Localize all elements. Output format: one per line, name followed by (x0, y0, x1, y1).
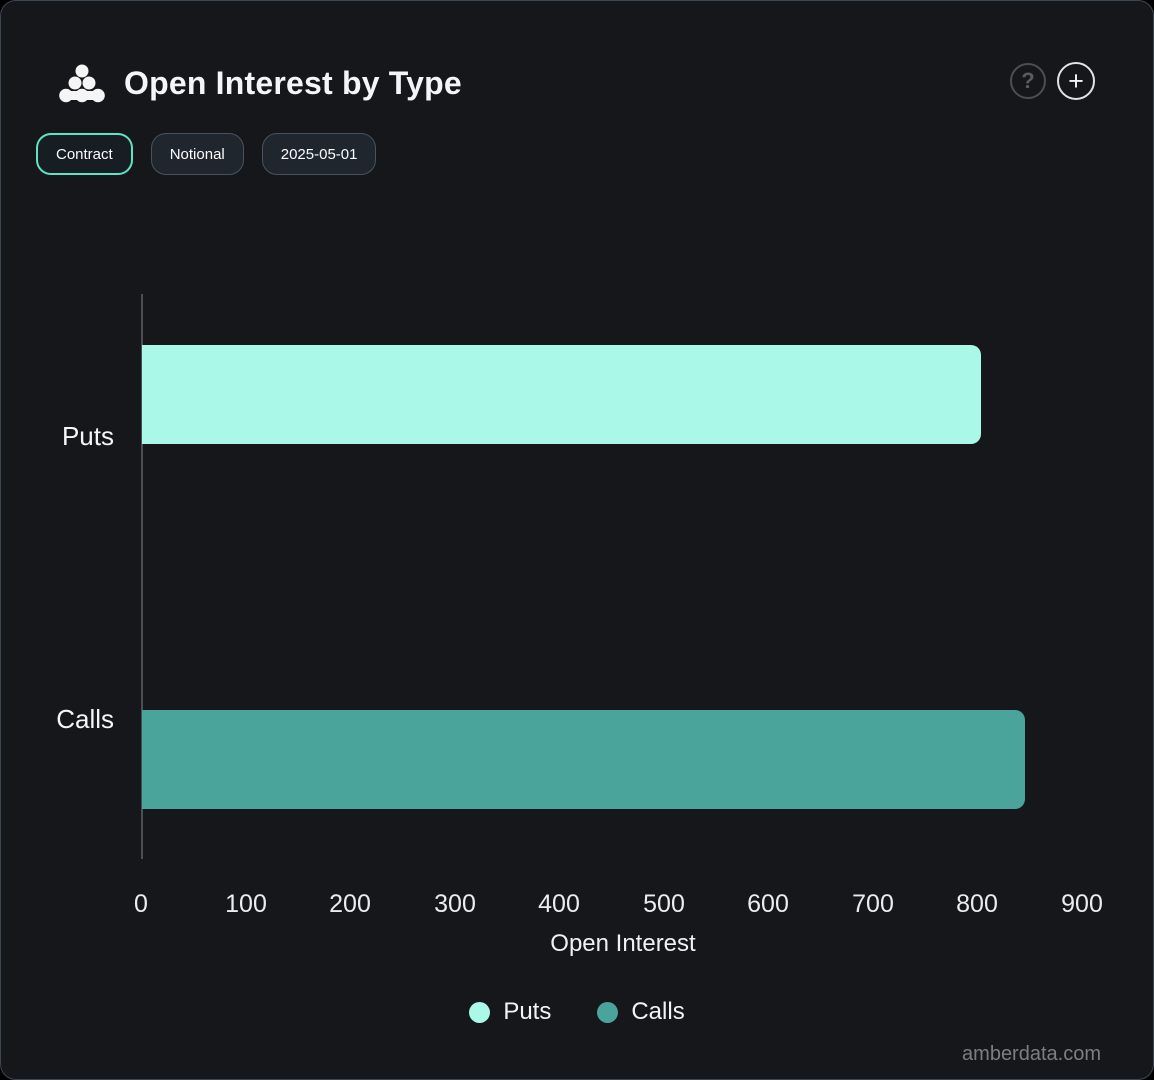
toolbar-button-contract[interactable]: Contract (36, 133, 133, 175)
legend-dot-puts (469, 1001, 491, 1023)
x-tick-400: 400 (538, 890, 580, 918)
x-tick-100: 100 (225, 890, 267, 918)
legend-label: Calls (631, 998, 685, 1025)
y-axis-line (141, 294, 143, 859)
x-tick-500: 500 (643, 890, 685, 918)
watermark: amberdata.com (962, 1043, 1101, 1065)
legend-item-puts[interactable]: Puts (469, 998, 551, 1026)
legend-dot-calls (597, 1001, 619, 1023)
y-axis-label-puts: Puts (61, 421, 114, 451)
bar-puts[interactable] (142, 345, 981, 444)
toolbar-button-date[interactable]: 2025-05-01 (261, 133, 377, 175)
toolbar: Contract Notional 2025-05-01 (36, 133, 377, 175)
chart-legend: Puts Calls (1, 998, 1153, 1026)
amberdata-logo-icon (57, 63, 107, 105)
legend-label: Puts (503, 998, 552, 1025)
x-axis-title: Open Interest (550, 930, 696, 957)
legend-item-calls[interactable]: Calls (597, 998, 685, 1026)
x-tick-900: 900 (1061, 890, 1103, 918)
x-tick-300: 300 (434, 890, 476, 918)
plus-icon[interactable]: + (1057, 62, 1095, 100)
help-icon[interactable]: ? (1010, 63, 1046, 99)
x-tick-200: 200 (329, 890, 371, 918)
x-tick-700: 700 (852, 890, 894, 918)
toolbar-button-notional[interactable]: Notional (150, 133, 244, 175)
x-tick-800: 800 (956, 890, 998, 918)
x-tick-600: 600 (747, 890, 789, 918)
page-title: Open Interest by Type (124, 65, 462, 101)
y-axis-label-calls: Calls (56, 704, 114, 734)
x-tick-0: 0 (134, 890, 148, 918)
bar-calls[interactable] (142, 710, 1025, 809)
